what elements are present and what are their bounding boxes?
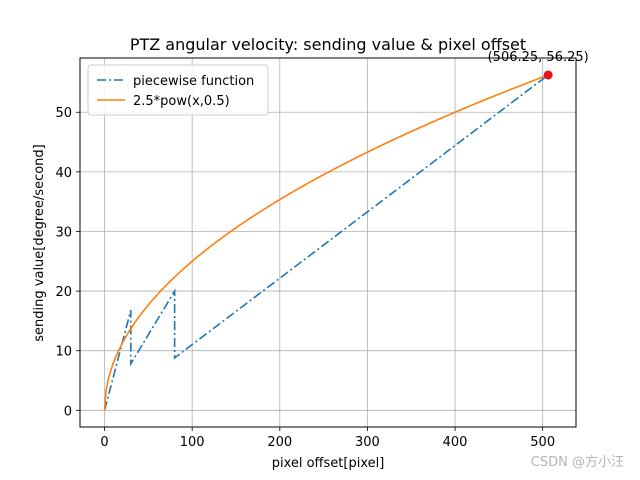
series-line: [103, 74, 549, 411]
chart-title: PTZ angular velocity: sending value & pi…: [130, 35, 526, 54]
x-tick-label: 300: [355, 435, 380, 450]
legend-label: piecewise function: [133, 74, 254, 89]
x-tick-label: 400: [443, 435, 468, 450]
annotations: (506.25, 56.25): [488, 50, 589, 80]
y-tick-label: 10: [55, 345, 72, 360]
y-tick-label: 20: [55, 285, 72, 300]
x-tick-label: 100: [180, 435, 205, 450]
legend-label: 2.5*pow(x,0.5): [133, 94, 230, 109]
legend-box: [87, 64, 269, 116]
y-tick-label: 40: [55, 166, 72, 181]
plot-frame: [79, 57, 577, 428]
series-line: [103, 74, 549, 411]
x-tick-label: 500: [530, 435, 555, 450]
y-tick-label: 0: [64, 404, 72, 419]
ticks: 0 100 200 300 400 500 0 10 20 30 40 50: [55, 106, 555, 450]
x-tick-label: 200: [267, 435, 292, 450]
y-tick-label: 50: [55, 106, 72, 121]
series-layer: [103, 74, 549, 411]
y-axis-label: sending value[degree/second]: [32, 144, 47, 341]
legend: piecewise function 2.5*pow(x,0.5): [87, 64, 269, 116]
x-axis-label: pixel offset[pixel]: [272, 456, 385, 471]
annotation-marker: [543, 70, 553, 80]
annotation-label: (506.25, 56.25): [488, 50, 589, 65]
x-tick-label: 0: [100, 435, 108, 450]
y-tick-label: 30: [55, 225, 72, 240]
watermark: CSDN @方小汪: [530, 455, 624, 470]
